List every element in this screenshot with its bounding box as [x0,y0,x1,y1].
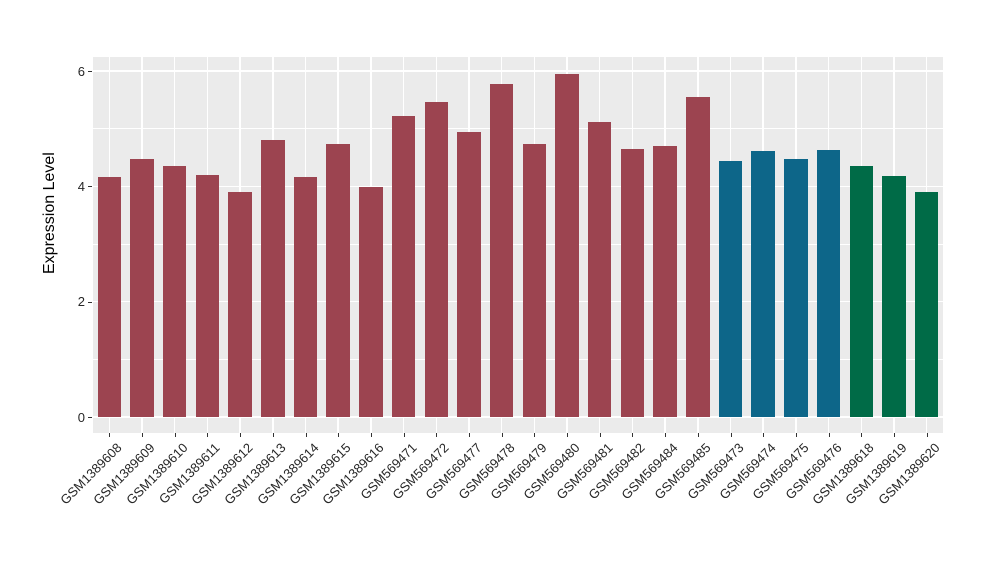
x-tick-mark [142,433,144,437]
x-tick-mark [828,433,830,437]
bar-GSM569480 [555,73,579,417]
x-tick-mark [926,433,928,437]
y-tick-label: 4 [77,178,85,194]
x-tick-mark [763,433,765,437]
bar-GSM1389619 [882,175,906,417]
bar-GSM1389611 [195,174,220,417]
bar-GSM1389612 [228,192,252,417]
major-gridline [93,416,943,418]
x-tick-mark [109,433,111,437]
x-tick-mark [567,433,569,437]
y-tick-label: 6 [77,63,85,79]
x-tick-mark [436,433,438,437]
y-tick-mark [88,417,92,418]
bar-GSM569482 [620,149,645,417]
bar-GSM1389613 [261,139,285,417]
y-tick-mark [88,186,92,188]
bar-GSM1389618 [849,166,874,417]
x-tick-mark [240,433,242,437]
y-tick-label: 2 [77,294,85,310]
y-tick-label: 0 [77,409,85,425]
x-tick-mark [370,433,372,437]
bar-GSM569477 [457,131,481,417]
x-tick-mark [599,433,601,437]
y-tick-mark [88,301,92,303]
bar-GSM1389609 [130,158,154,417]
bar-GSM569475 [784,159,808,417]
x-tick-mark [272,433,274,437]
x-tick-mark [468,433,470,437]
bar-GSM569473 [718,161,743,417]
minor-gridline [93,128,943,130]
x-tick-mark [795,433,797,437]
y-axis-title: Expression Level [41,152,58,274]
x-tick-mark [501,433,503,437]
x-tick-mark [861,433,863,437]
bar-GSM569476 [816,150,841,417]
x-tick-mark [697,433,699,437]
minor-gridline [93,243,943,245]
x-tick-mark [338,433,340,437]
bar-GSM1389608 [97,176,122,417]
minor-gridline [93,358,943,360]
plot-panel [93,57,943,433]
bar-GSM569481 [587,122,612,417]
x-tick-mark [665,433,667,437]
bar-GSM1389620 [914,192,939,417]
bar-GSM569485 [686,97,710,417]
x-tick-mark [893,433,895,437]
x-tick-mark [403,433,405,437]
bar-GSM569484 [653,146,677,417]
x-tick-mark [207,433,209,437]
bar-GSM569474 [751,150,775,417]
bar-GSM1389616 [359,186,383,417]
bar-GSM569478 [489,83,514,417]
bar-GSM1389614 [293,177,318,417]
x-tick-mark [730,433,732,437]
bar-GSM569471 [391,116,416,417]
bar-GSM1389615 [326,144,350,417]
y-tick-mark [88,71,92,73]
bar-GSM1389610 [162,166,187,417]
x-tick-mark [534,433,536,437]
major-gridline [93,185,943,188]
bar-GSM569472 [424,101,449,417]
x-tick-mark [305,433,307,437]
bar-GSM569479 [522,144,547,417]
major-gridline [93,300,943,303]
x-tick-mark [174,433,176,437]
major-gridline [93,70,943,72]
x-tick-mark [632,433,634,437]
